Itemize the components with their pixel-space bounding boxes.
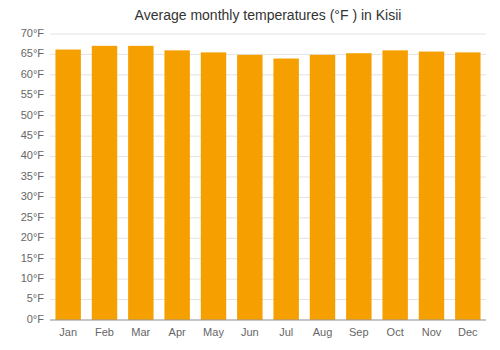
y-tick-label: 35°F	[21, 170, 45, 182]
y-tick-label: 15°F	[21, 252, 45, 264]
bars	[55, 46, 480, 320]
x-tick-label: Nov	[422, 326, 442, 338]
x-tick-label: May	[203, 326, 224, 338]
y-tick-label: 50°F	[21, 109, 45, 121]
x-tick-label: Jul	[279, 326, 293, 338]
y-tick-label: 45°F	[21, 129, 45, 141]
x-tick-labels: Jan Feb Mar Apr May Jun Jul Aug Sep Oct Nov Dec	[59, 326, 478, 338]
bar	[346, 53, 371, 320]
x-tick-label: Dec	[458, 326, 478, 338]
x-tick-label: Oct	[387, 326, 404, 338]
grid-line	[50, 320, 486, 321]
y-tick-labels: 0°F 5°F 10°F 15°F 20°F 25°F 30°F 35°F 40°F 45°F 50…	[21, 27, 45, 325]
bar	[201, 52, 226, 320]
bar	[128, 46, 153, 320]
bar	[164, 50, 189, 320]
y-tick-label: 5°F	[27, 292, 45, 304]
bar	[92, 46, 117, 320]
grid-line	[50, 34, 486, 35]
y-tick-label: 65°F	[21, 47, 45, 59]
x-tick-label: Jun	[241, 326, 259, 338]
x-tick-label: Mar	[131, 326, 150, 338]
y-tick-label: 10°F	[21, 272, 45, 284]
bar	[237, 55, 262, 320]
y-tick-label: 20°F	[21, 231, 45, 243]
bar	[419, 52, 444, 320]
x-tick-label: Apr	[169, 326, 186, 338]
y-tick-label: 60°F	[21, 68, 45, 80]
y-tick-label: 55°F	[21, 88, 45, 100]
y-tick-label: 70°F	[21, 27, 45, 39]
x-axis-line	[50, 320, 486, 321]
bar	[455, 52, 480, 320]
bar	[310, 55, 335, 320]
grid	[50, 34, 486, 320]
y-tick-label: 40°F	[21, 149, 45, 161]
bar	[273, 59, 298, 320]
y-tick-label: 30°F	[21, 190, 45, 202]
x-tick-label: Jan	[59, 326, 77, 338]
title: Average monthly temperatures (°F ) in Ki…	[135, 7, 402, 23]
x-tick-label: Aug	[313, 326, 333, 338]
chart: Average monthly temperatures (°F ) in Ki…	[0, 0, 500, 350]
y-tick-label: 0°F	[27, 313, 45, 325]
x-tick-label: Sep	[349, 326, 369, 338]
bar	[55, 50, 80, 320]
y-tick-label: 25°F	[21, 211, 45, 223]
x-tick-label: Feb	[95, 326, 114, 338]
bar	[382, 50, 407, 320]
